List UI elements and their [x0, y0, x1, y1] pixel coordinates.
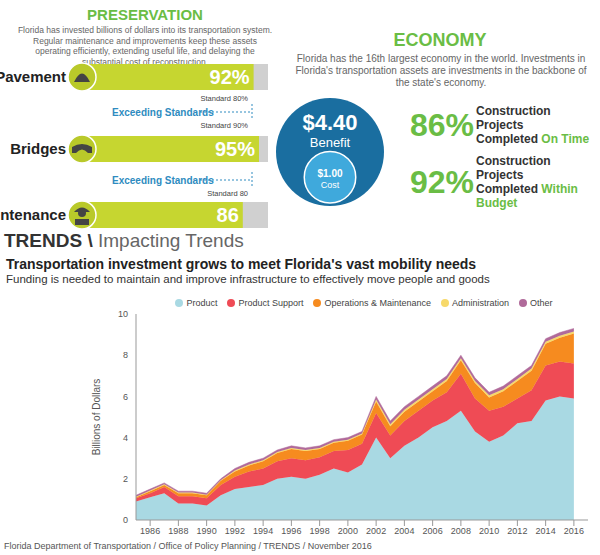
svg-text:2014: 2014	[536, 526, 556, 536]
html-text:Construction Projects: Construction Projects	[476, 154, 551, 182]
html-text:ECONOMY: ECONOMY	[393, 30, 487, 50]
html-text:Other: Other	[530, 298, 553, 308]
svg-text:2006: 2006	[423, 526, 443, 536]
html-text:Completed Within Budget: Completed Within Budget	[476, 182, 578, 210]
svg-text:1990: 1990	[197, 526, 217, 536]
svg-text:Billions of Dollars: Billions of Dollars	[91, 379, 102, 456]
html-text:Product Support: Product Support	[238, 298, 304, 308]
svg-text:2004: 2004	[394, 526, 414, 536]
svg-text:4: 4	[123, 433, 128, 443]
svg-text:8: 8	[123, 350, 128, 360]
html-text:86%: 86%	[410, 106, 474, 143]
svg-text:Maintenance: Maintenance	[8, 206, 66, 223]
svg-text:0: 0	[123, 515, 128, 525]
svg-text:1988: 1988	[168, 526, 188, 536]
svg-text:Standard 80: Standard 80	[207, 189, 248, 198]
html-text:Florida Department of Transpor: Florida Department of Transportation / O…	[4, 541, 372, 551]
svg-text:Cost: Cost	[321, 180, 340, 190]
html-text:Completed On Time: Completed On Time	[476, 132, 590, 146]
svg-text:2012: 2012	[507, 526, 527, 536]
svg-text:2002: 2002	[366, 526, 386, 536]
svg-text:2008: 2008	[451, 526, 471, 536]
svg-text:Bridges: Bridges	[10, 140, 66, 157]
svg-text:2: 2	[123, 474, 128, 484]
svg-text:2000: 2000	[338, 526, 358, 536]
svg-text:1998: 1998	[310, 526, 330, 536]
html-text:Transportation investment grow: Transportation investment grows to meet …	[6, 256, 477, 272]
html-text:Florida has invested billions: Florida has invested billions of dollars…	[17, 25, 273, 67]
svg-text:$4.40: $4.40	[302, 110, 357, 135]
svg-text:6: 6	[123, 392, 128, 402]
svg-text:$1.00: $1.00	[317, 168, 342, 179]
svg-text:92%: 92%	[210, 66, 250, 88]
svg-text:1992: 1992	[225, 526, 245, 536]
svg-text:1986: 1986	[140, 526, 160, 536]
svg-text:10: 10	[118, 309, 128, 319]
svg-text:2010: 2010	[479, 526, 499, 536]
html-text:Florida has the 16th largest e: Florida has the 16th largest economy in …	[295, 53, 587, 88]
svg-text:Exceeding Standards: Exceeding Standards	[112, 175, 214, 186]
svg-text:Benefit: Benefit	[310, 135, 351, 150]
html-text:Product: Product	[186, 298, 218, 308]
svg-text:86: 86	[217, 204, 239, 226]
html-text:Construction Projects: Construction Projects	[476, 104, 551, 132]
svg-text:Standard 80%: Standard 80%	[200, 94, 248, 103]
svg-text:1996: 1996	[281, 526, 301, 536]
svg-text:Exceeding Standards: Exceeding Standards	[112, 107, 214, 118]
html-text:Operations & Maintenance: Operations & Maintenance	[324, 298, 431, 308]
html-text:92%: 92%	[410, 163, 474, 200]
html-text:PRESERVATION: PRESERVATION	[87, 6, 203, 23]
svg-text:95%: 95%	[215, 138, 255, 160]
svg-text:2016: 2016	[564, 526, 584, 536]
svg-text:1994: 1994	[253, 526, 273, 536]
html-text:TRENDS \ Impacting Trends: TRENDS \ Impacting Trends	[4, 230, 244, 251]
html-text:Funding is needed to maintain: Funding is needed to maintain and improv…	[6, 273, 490, 285]
svg-text:Pavement: Pavement	[8, 68, 66, 85]
svg-text:Standard 90%: Standard 90%	[200, 121, 248, 130]
html-text:Administration: Administration	[452, 298, 510, 308]
